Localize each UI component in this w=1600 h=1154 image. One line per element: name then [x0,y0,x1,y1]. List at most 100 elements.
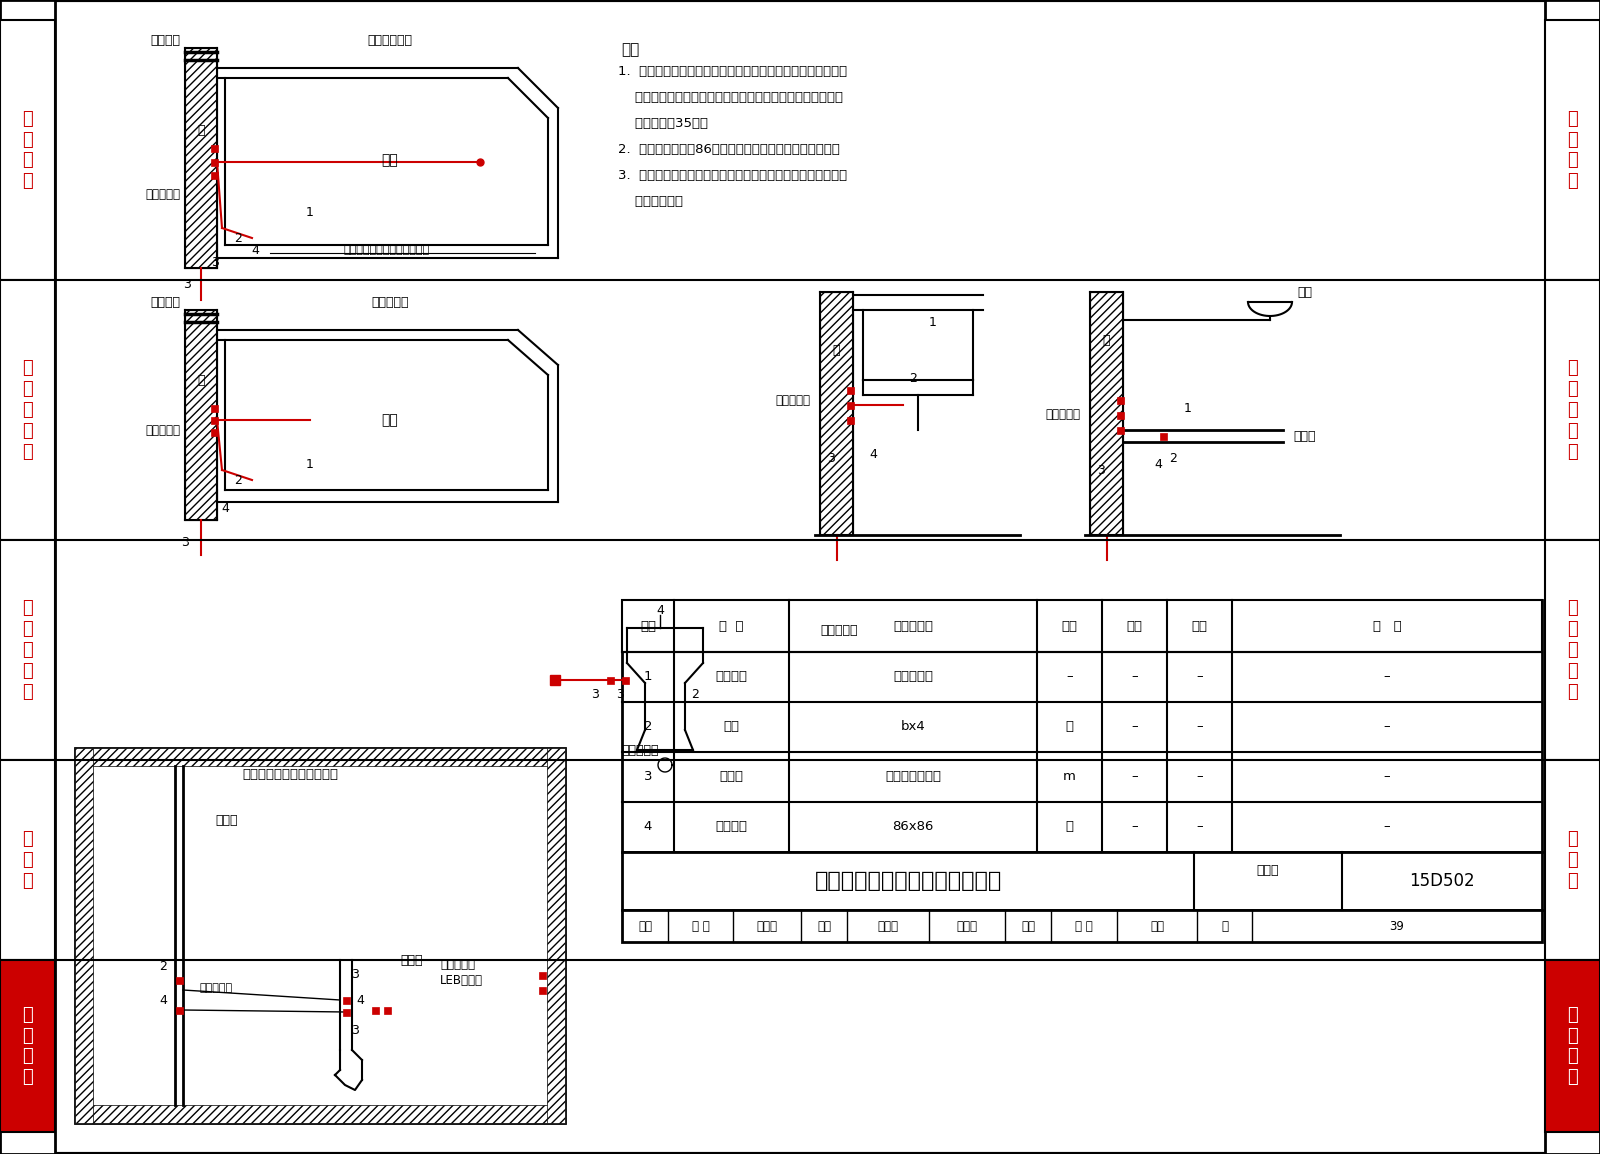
Bar [1117,397,1123,404]
Text: 丁勇、: 丁勇、 [757,920,778,932]
Text: 导线连接器: 导线连接器 [621,743,659,757]
Text: 单位: 单位 [1061,620,1077,632]
Bar [186,48,218,268]
Text: 墙: 墙 [197,123,205,136]
Text: 给水管: 给水管 [214,814,237,826]
Text: 局
部
等
电
位: 局 部 等 电 位 [1566,359,1578,460]
Text: 局
部
等
电
位: 局 部 等 电 位 [22,359,34,460]
Bar [1546,0,1600,1154]
Text: 墙: 墙 [197,374,205,387]
Bar [539,987,546,994]
Text: 图集号: 图集号 [1256,863,1280,877]
Text: bx4: bx4 [901,720,925,734]
Text: 浴盆: 浴盆 [382,153,398,167]
Bar [846,417,853,424]
Text: 1: 1 [306,458,314,472]
Text: –: – [1384,670,1390,683]
Text: 王飘: 王飘 [1150,920,1165,932]
Bar [1546,760,1600,960]
Text: 导线连接器: 导线连接器 [200,983,234,992]
Bar [622,600,1542,652]
Text: 1: 1 [643,670,653,683]
Text: –: – [1131,820,1138,833]
Bar [846,402,853,409]
Text: 墙: 墙 [1102,334,1110,346]
Bar [539,972,546,979]
Text: 2: 2 [691,689,699,702]
Bar [384,1006,390,1013]
Text: 束龙本: 束龙本 [957,920,978,932]
Bar [1090,292,1123,535]
Text: 1: 1 [1184,402,1192,414]
Text: 功
能
等
电
位: 功 能 等 电 位 [1566,599,1578,700]
Text: 3: 3 [181,537,189,549]
Text: 注：: 注： [621,42,640,57]
Text: 备   注: 备 注 [1373,620,1402,632]
Text: 苏碧萍: 苏碧萍 [877,920,899,932]
Text: 1.  抱箍与管道接触处的接触表面需刮拭干净，安装完毕后刷防: 1. 抱箍与管道接触处的接触表面需刮拭干净，安装完毕后刷防 [618,65,846,78]
Text: –: – [1197,720,1203,734]
Text: –: – [1197,771,1203,784]
Bar [547,748,565,1123]
Text: 抱箍: 抱箍 [723,720,739,734]
Bar [211,405,218,412]
Text: –: – [1384,720,1390,734]
Text: –: – [1131,720,1138,734]
Text: 4: 4 [1154,458,1162,472]
Text: 金属管道: 金属管道 [715,670,747,683]
Text: 导线连接器: 导线连接器 [440,959,475,972]
Bar [176,1006,182,1013]
Bar [211,172,218,179]
Text: 3: 3 [350,1024,358,1036]
Text: 审核: 审核 [638,920,653,932]
Bar [75,748,93,1123]
Text: 浴盆: 浴盆 [382,413,398,427]
Text: 3: 3 [350,968,358,982]
Text: 排水管: 排水管 [400,953,422,967]
Bar [211,144,218,151]
Bar [0,0,54,1154]
Text: 金属下水管: 金属下水管 [819,623,858,637]
Text: 4: 4 [221,502,229,515]
Text: 3: 3 [590,689,598,702]
Bar [0,760,54,960]
Text: 金属搪瓷浴盆配置的接线端子: 金属搪瓷浴盆配置的接线端子 [344,245,430,255]
Text: 15D502: 15D502 [1410,872,1475,890]
Text: 3: 3 [182,278,190,292]
Text: 截面见工程设计: 截面见工程设计 [885,771,941,784]
Text: 接做法见第35页。: 接做法见第35页。 [618,117,707,130]
Text: 4: 4 [357,994,363,1006]
Bar [1546,20,1600,280]
Text: 4: 4 [656,604,664,616]
Text: 联结线与卫生设备及水管的连接: 联结线与卫生设备及水管的连接 [814,871,1002,891]
Text: 3: 3 [827,451,835,465]
Text: 端
子
板: 端 子 板 [1566,830,1578,890]
Bar [75,748,565,1123]
Bar [622,911,1542,942]
Text: 非金属浴盆: 非金属浴盆 [371,295,408,308]
Bar [211,428,218,435]
Text: 2.  出线面板可采用86系列标准，由接线盒引出线为明敷。: 2. 出线面板可采用86系列标准，由接线盒引出线为明敷。 [618,143,840,156]
Text: 护漆，抱箍内径等于管道外径，其大小依管道大小而定，连: 护漆，抱箍内径等于管道外径，其大小依管道大小而定，连 [618,91,843,104]
Text: 2: 2 [643,720,653,734]
Text: 4: 4 [869,449,877,462]
Text: 4: 4 [158,994,166,1006]
Text: 淋浴: 淋浴 [1298,285,1312,299]
Text: 功
能
等
电
位: 功 能 等 电 位 [22,599,34,700]
Bar [75,748,565,766]
Bar [1546,960,1600,1132]
Bar [1117,427,1123,434]
Bar [1546,280,1600,540]
Text: 个: 个 [1066,720,1074,734]
Text: 给水管: 给水管 [1293,429,1315,442]
Text: 页: 页 [1221,920,1229,932]
Bar [622,852,1542,911]
Bar [621,676,629,683]
Text: 2: 2 [1170,451,1178,465]
Text: 86x86: 86x86 [893,820,934,833]
Text: 联结线: 联结线 [720,771,744,784]
Bar [1546,540,1600,760]
Text: 3: 3 [1098,464,1106,477]
Text: –: – [1131,670,1138,683]
Text: 39: 39 [1389,920,1405,932]
